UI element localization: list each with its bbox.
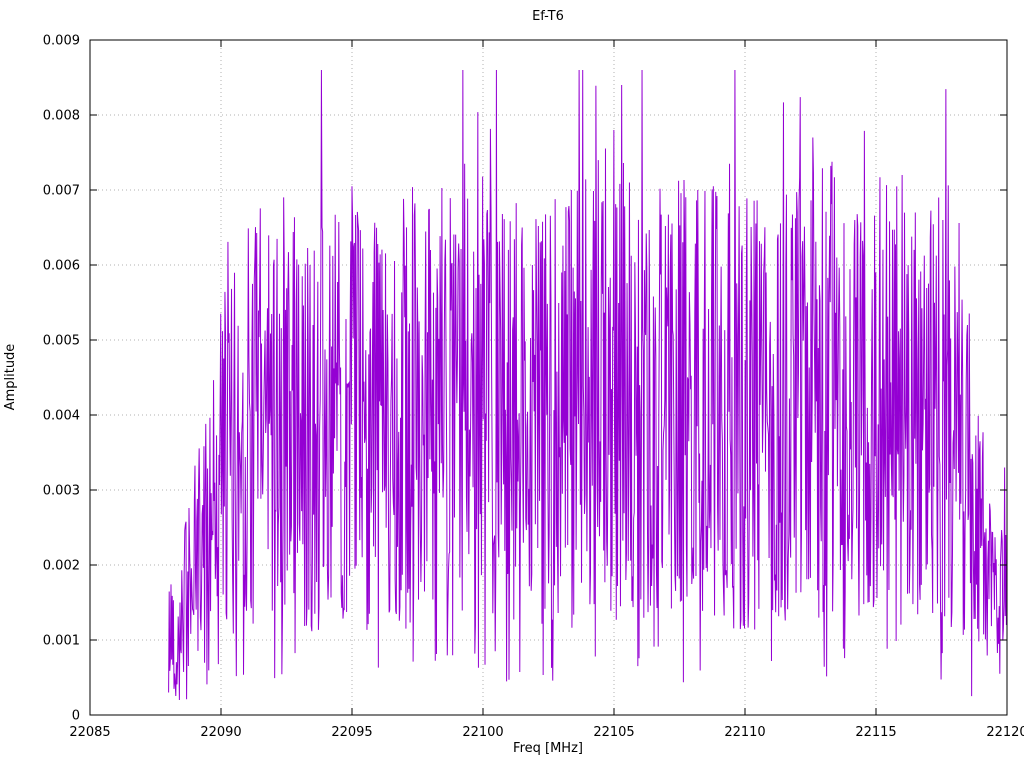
axis-layer: 22085 22090 22095 22100 22105 22110 22115 22120…	[43, 34, 1024, 741]
y-tick-label: 0.001	[43, 634, 80, 649]
x-axis-label: Freq [MHz]	[513, 741, 583, 756]
y-tick-label: 0.006	[43, 259, 80, 274]
x-tick-label: 22100	[462, 725, 503, 740]
y-tick-label: 0.005	[43, 334, 80, 349]
series-line	[168, 69, 1008, 701]
y-tick-label: 0.008	[43, 109, 80, 124]
x-tick-label: 22085	[69, 725, 110, 740]
x-tick-label: 22095	[331, 725, 372, 740]
y-tick-label: 0.003	[43, 484, 80, 499]
y-tick-label: 0.009	[43, 34, 80, 49]
y-tick-label: 0	[72, 709, 80, 724]
x-tick-label: 22120	[986, 725, 1024, 740]
x-tick-label: 22110	[724, 725, 765, 740]
y-tick-label: 0.002	[43, 559, 80, 574]
y-tick-label: 0.007	[43, 184, 80, 199]
chart-title: Ef-T6	[532, 9, 564, 24]
y-axis-label: Amplitude	[3, 344, 18, 411]
plot-border	[89, 39, 1008, 716]
x-tick-label: 22090	[200, 725, 241, 740]
x-tick-label: 22115	[855, 725, 896, 740]
x-tick-label: 22105	[593, 725, 634, 740]
y-tick-label: 0.004	[43, 409, 80, 424]
series-layer	[168, 69, 1008, 701]
